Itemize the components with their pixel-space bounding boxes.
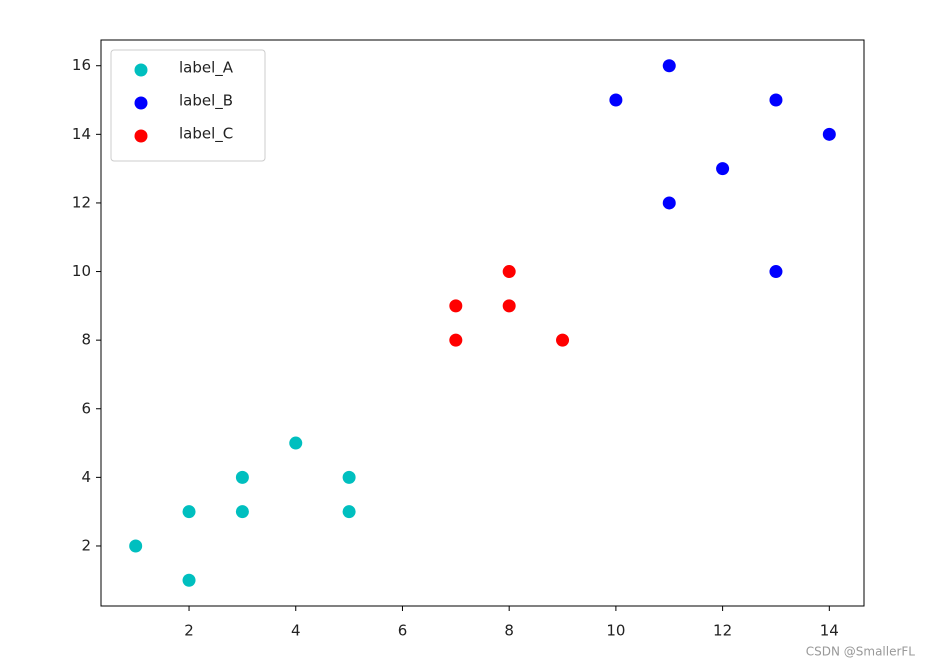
point [662,59,676,73]
point [235,505,249,519]
x-tick-label: 8 [504,622,514,640]
x-tick-label: 4 [291,622,301,640]
legend-label: label_B [179,92,233,111]
point [342,505,356,519]
y-tick-label: 8 [81,331,91,349]
point [769,93,783,107]
y-tick-label: 10 [72,262,91,280]
x-tick-label: 10 [606,622,625,640]
point [822,127,836,141]
point [609,93,623,107]
legend-label: label_A [179,59,234,78]
point [769,265,783,279]
point [502,265,516,279]
y-tick-label: 16 [72,56,91,74]
point [662,196,676,210]
plot-frame [100,39,865,607]
point [716,162,730,176]
y-tick-label: 12 [72,193,91,211]
point [289,436,303,450]
legend-marker [134,129,148,143]
y-tick-label: 14 [72,125,91,143]
x-tick-label: 6 [398,622,408,640]
legend-marker [134,63,148,77]
watermark: CSDN @SmallerFL [806,645,916,659]
point [342,470,356,484]
point [449,333,463,347]
legend-label: label_C [179,125,233,144]
point [129,539,143,553]
x-tick-label: 2 [184,622,194,640]
point [235,470,249,484]
point [449,299,463,313]
point [182,505,196,519]
y-tick-label: 6 [81,399,91,417]
legend-box [110,49,266,162]
x-tick-label: 12 [713,622,732,640]
point [182,573,196,587]
point [502,299,516,313]
y-tick-label: 4 [81,468,91,486]
legend-marker [134,96,148,110]
y-tick-label: 2 [81,536,91,554]
point [556,333,570,347]
x-tick-label: 14 [820,622,839,640]
